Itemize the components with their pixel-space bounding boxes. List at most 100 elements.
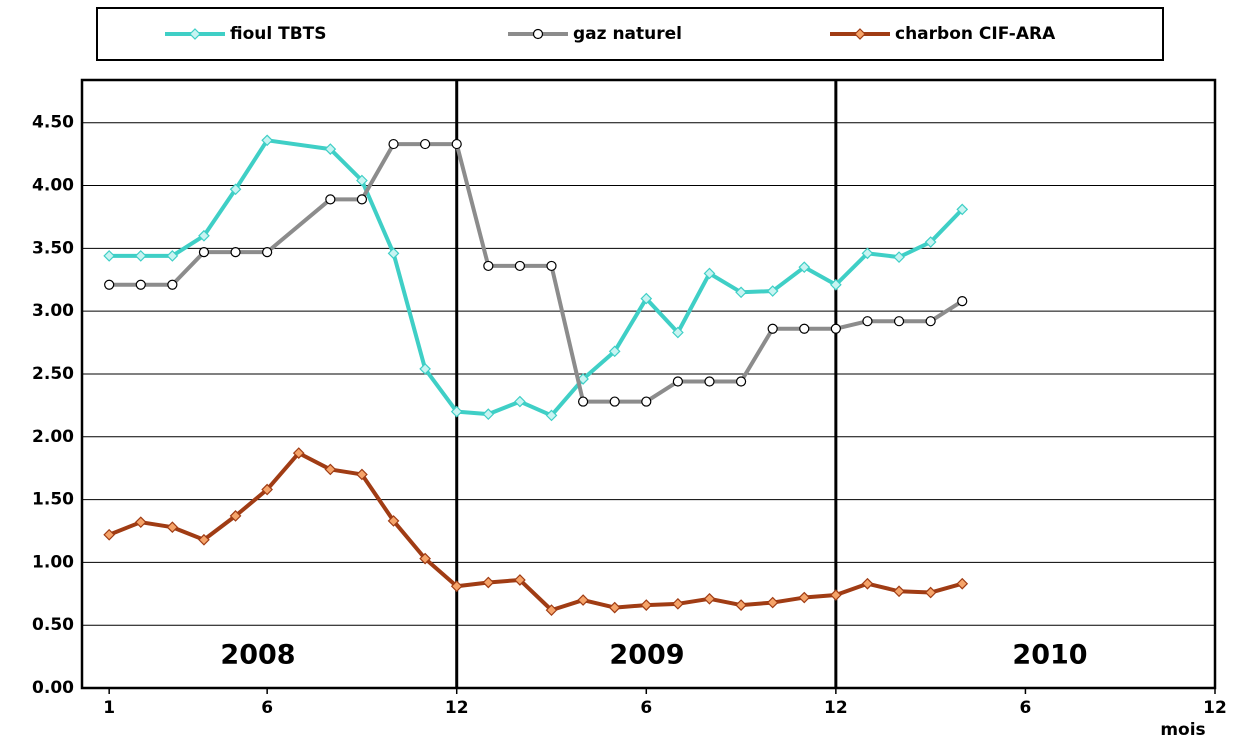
marker [641,396,652,407]
marker [261,483,273,496]
x-tick-label: 12 [1203,698,1227,718]
series-line [109,142,964,404]
marker [229,183,242,196]
year-label: 2009 [609,640,684,671]
marker [766,285,779,297]
marker [134,250,147,262]
marker [640,599,653,611]
marker [262,246,273,258]
y-tick-label: 1.50 [32,490,74,510]
legend-label: gaz naturel [573,24,682,44]
legend-marker [532,28,544,40]
marker [861,247,874,260]
legend-label: charbon CIF-ARA [895,24,1056,44]
x-tick-label: 6 [640,698,652,718]
marker [830,278,842,291]
marker [893,251,905,263]
marker [324,143,337,155]
marker [608,601,621,614]
y-tick-label: 2.50 [32,364,74,384]
marker [608,345,621,358]
y-tick-label: 2.00 [32,427,74,447]
marker [766,596,779,609]
marker [229,510,242,522]
marker [956,203,969,216]
marker [577,373,589,385]
marker [292,447,305,459]
marker [103,250,116,262]
marker [704,376,715,387]
marker [356,194,368,205]
marker [166,521,179,534]
y-tick-label: 0.00 [32,678,74,698]
year-label: 2008 [220,640,295,671]
x-tick-label: 1 [103,698,115,718]
y-tick-label: 4.00 [32,176,74,196]
legend-label: fioul TBTS [230,24,327,44]
y-tick-label: 3.50 [32,238,74,258]
marker [672,376,683,387]
legend-marker [189,28,201,40]
marker [862,316,873,327]
marker [135,279,146,290]
marker [735,376,747,387]
marker [830,589,842,601]
series-line [108,451,963,613]
marker [483,260,494,272]
marker [388,138,399,150]
legend-box [96,7,1164,61]
marker [514,574,526,586]
marker [798,261,811,274]
plot-border [80,78,1217,690]
marker [893,585,905,598]
marker [324,463,337,476]
marker [419,552,431,565]
marker [546,260,557,272]
marker [924,586,937,599]
marker [798,591,811,604]
marker [893,316,905,327]
marker [799,323,810,334]
x-tick-label: 12 [824,698,848,718]
marker [767,323,778,334]
marker [166,250,179,262]
marker [514,260,526,272]
marker [104,279,115,290]
marker [861,577,874,590]
marker [545,604,558,616]
x-tick-label: 6 [261,698,273,718]
marker [167,279,178,290]
marker [609,396,620,407]
y-tick-label: 4.50 [32,113,74,133]
marker [230,246,241,258]
marker [198,246,210,258]
marker [545,409,558,422]
marker [261,134,273,147]
marker [957,295,968,307]
x-tick-label: 12 [445,698,469,718]
marker [482,576,495,589]
marker [640,292,653,305]
marker [419,363,431,375]
marker [356,468,368,481]
marker [577,594,589,606]
marker [703,267,716,280]
legend-marker [854,28,866,40]
marker [387,247,400,260]
x-tick-label: 6 [1020,698,1032,718]
marker [577,396,589,407]
marker [198,229,210,242]
marker [735,599,747,611]
marker [672,597,684,610]
y-tick-label: 1.00 [32,552,74,572]
marker [420,138,431,150]
marker [356,174,368,187]
marker [482,408,495,420]
marker [450,580,463,593]
y-tick-label: 3.00 [32,301,74,321]
marker [198,533,210,546]
year-label: 2010 [1012,640,1087,671]
marker [703,592,716,605]
marker [925,316,936,327]
